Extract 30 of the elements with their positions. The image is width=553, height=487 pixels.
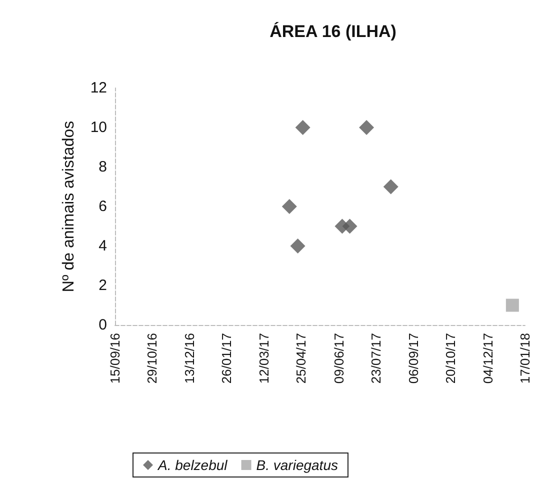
y-tick-label: 10 (90, 119, 107, 136)
point (295, 120, 310, 135)
point (282, 199, 297, 214)
x-tick-label: 17/01/18 (518, 333, 532, 384)
y-tick-label: 6 (98, 198, 107, 215)
x-tick-label: 04/12/17 (480, 333, 496, 384)
x-tick-label: 23/07/17 (368, 333, 384, 384)
y-axis-title: Nº de animais avistados (60, 120, 78, 292)
y-tick-label: 8 (98, 158, 107, 176)
point (506, 298, 519, 312)
x-tick-label: 25/04/17 (294, 333, 309, 384)
x-tick-label: 26/01/17 (219, 333, 234, 384)
x-tick-label: 15/09/16 (108, 333, 122, 384)
y-tick-label: 4 (98, 238, 107, 254)
point (359, 120, 374, 135)
y-tick-label: 2 (98, 277, 107, 294)
point (290, 238, 306, 254)
legend-label: B. variegatus (256, 457, 338, 473)
y-tick-label: 12 (90, 80, 107, 96)
x-tick-label: 29/10/16 (144, 333, 160, 384)
x-tick-label: 20/10/17 (442, 333, 458, 384)
x-tick-label: 13/12/16 (182, 333, 198, 384)
point (383, 179, 398, 194)
point (342, 218, 358, 234)
y-tick-label: 0 (98, 316, 107, 334)
x-tick-label: 09/06/17 (331, 333, 346, 384)
legend-label: A. belzebul (157, 457, 228, 473)
x-tick-label: 12/03/17 (256, 333, 272, 384)
chart-title: ÁREA 16 (ILHA) (270, 21, 396, 41)
x-tick-label: 06/09/17 (406, 333, 421, 384)
